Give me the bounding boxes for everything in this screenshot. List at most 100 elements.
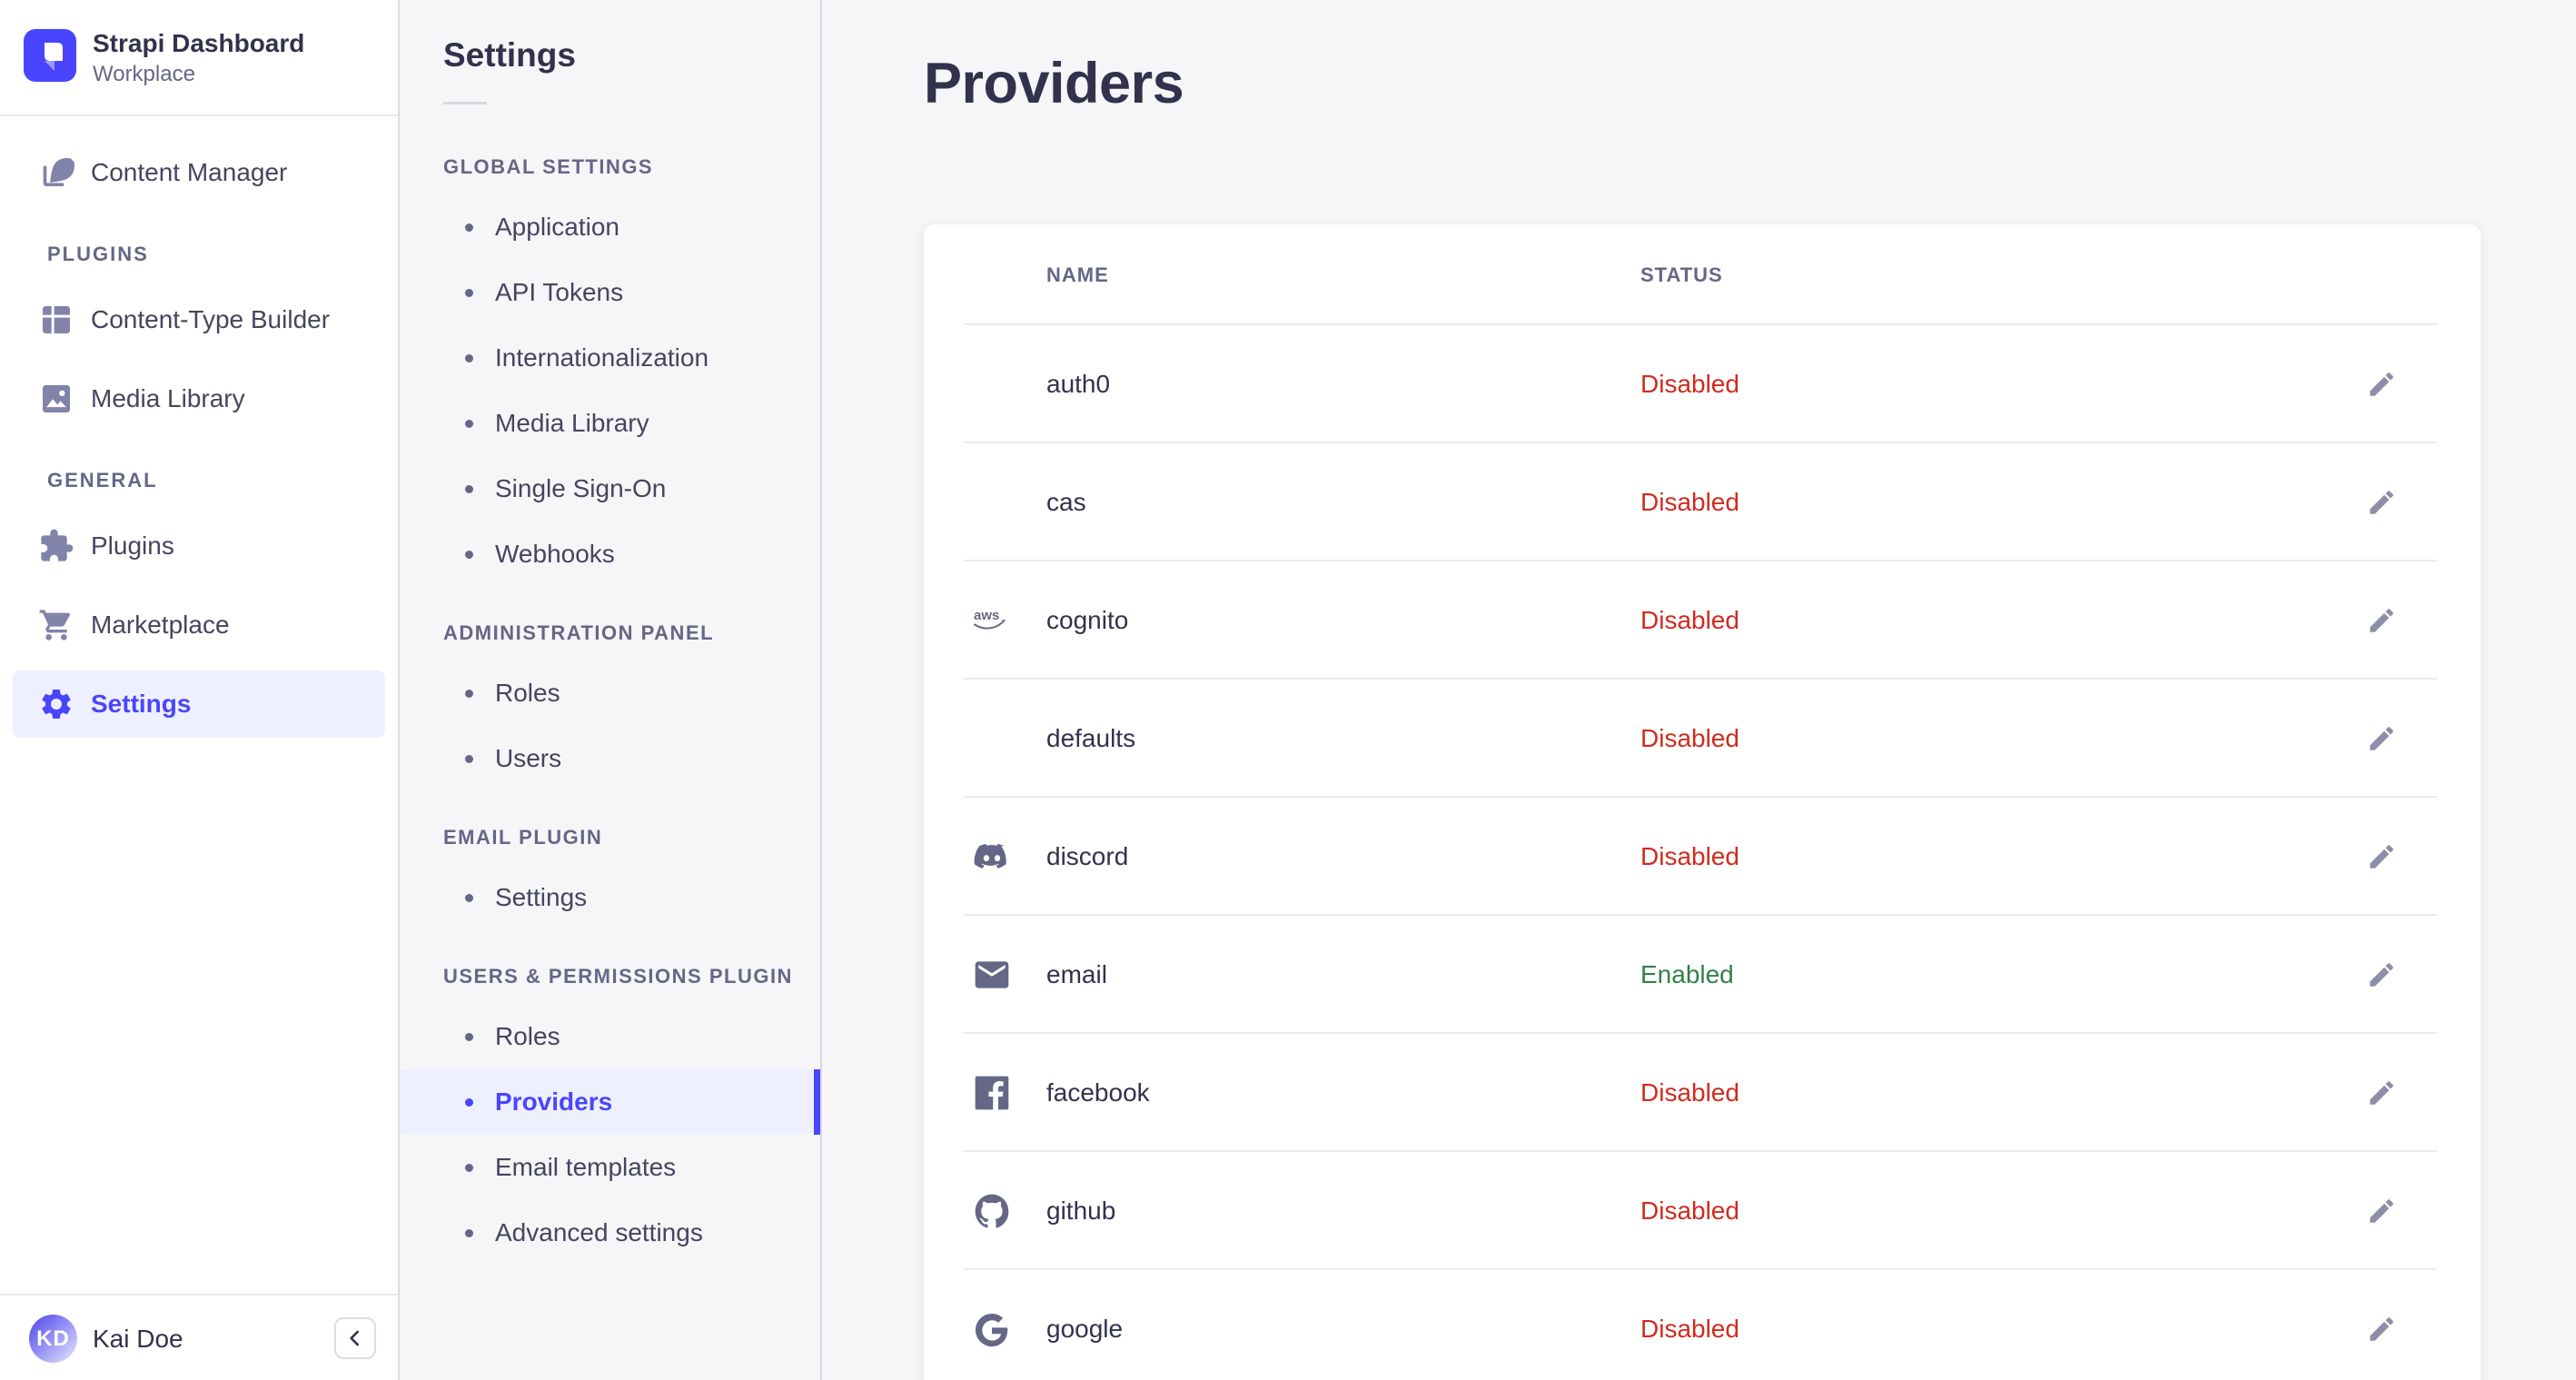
subnav-item-roles[interactable]: Roles [400,1004,820,1069]
main-content: Providers NAME STATUS auth0 Disabled cas… [824,0,2576,1380]
provider-name: facebook [1046,1078,1150,1107]
provider-status: Disabled [1640,1315,1739,1343]
table-row: facebook Disabled [924,1034,2481,1152]
edit-button[interactable] [2356,1186,2407,1236]
avatar[interactable]: KD [29,1315,77,1363]
providers-table-card: NAME STATUS auth0 Disabled cas Disabled … [924,224,2481,1380]
subnav-title-divider [443,102,487,104]
column-header-status: STATUS [1640,263,1723,286]
provider-name: discord [1046,842,1129,870]
subnav-section: EMAIL PLUGIN Settings [400,819,820,930]
subnav-item-settings[interactable]: Settings [400,865,820,930]
pencil-icon [2366,369,2397,400]
provider-name: cognito [1046,606,1129,634]
provider-status: Enabled [1640,960,1734,988]
image-icon [38,381,74,417]
sidebar-item-settings[interactable]: Settings [13,670,385,738]
subnav-section: USERS & PERMISSIONS PLUGIN Roles Provide… [400,958,820,1266]
provider-status: Disabled [1640,488,1739,516]
sidebar-collapse-button[interactable] [334,1317,376,1359]
bullet-icon [465,1228,473,1237]
chevron-left-icon [343,1326,367,1350]
gear-icon [38,686,74,722]
subnav-section-label: GLOBAL SETTINGS [443,155,654,178]
subnav-item-webhooks[interactable]: Webhooks [400,521,820,587]
aws-icon: aws [970,599,1014,642]
provider-status: Disabled [1640,724,1739,752]
provider-status: Disabled [1640,606,1739,634]
edit-button[interactable] [2356,949,2407,1000]
user-bar: KD Kai Doe [0,1294,398,1380]
provider-status: Disabled [1640,370,1739,398]
subnav-item-advanced-settings[interactable]: Advanced settings [400,1200,820,1266]
sidebar-section-label: GENERAL [47,469,158,491]
provider-name: email [1046,960,1107,988]
pencil-icon [2366,487,2397,518]
pencil-icon [2366,959,2397,990]
bullet-icon [465,754,473,763]
no-icon [970,717,1014,760]
subnav-sections: GLOBAL SETTINGS Application API Tokens I… [400,149,820,1266]
sidebar-item-marketplace[interactable]: Marketplace [13,591,385,659]
sidebar-item-media-library[interactable]: Media Library [13,365,385,432]
bullet-icon [465,419,473,428]
edit-button[interactable] [2356,1304,2407,1355]
provider-status: Disabled [1640,842,1739,870]
table-row: github Disabled [924,1152,2481,1270]
provider-name: auth0 [1046,370,1111,398]
provider-name: cas [1046,488,1086,516]
edit-button[interactable] [2356,831,2407,882]
subnav-title: Settings [443,36,576,74]
subnav-item-roles[interactable]: Roles [400,660,820,726]
provider-status: Disabled [1640,1196,1739,1225]
edit-button[interactable] [2356,477,2407,528]
email-icon [970,953,1014,997]
bullet-icon [465,484,473,493]
subnav-item-single-sign-on[interactable]: Single Sign-On [400,456,820,521]
cart-icon [38,607,74,643]
sidebar-item-plugins[interactable]: Plugins [13,512,385,580]
bullet-icon [465,550,473,559]
subnav-item-api-tokens[interactable]: API Tokens [400,260,820,325]
column-header-name: NAME [1046,263,1109,286]
sidebar-item-content-type-builder[interactable]: Content-Type Builder [13,286,385,353]
sidebar-section-label: PLUGINS [47,243,149,265]
table-row: cas Disabled [924,443,2481,561]
bullet-icon [465,1032,473,1041]
pencil-icon [2366,1314,2397,1345]
brand-subtitle: Workplace [93,62,195,86]
github-icon [970,1189,1014,1233]
discord-icon [970,835,1014,879]
sidebar-item-content-manager[interactable]: Content Manager [13,139,385,206]
bullet-icon [465,223,473,232]
settings-subnav: Settings GLOBAL SETTINGS Application API… [400,0,822,1380]
brand-home-link[interactable]: Strapi Dashboard Workplace [0,0,398,116]
bullet-icon [465,353,473,362]
edit-button[interactable] [2356,595,2407,646]
pencil-icon [2366,1077,2397,1108]
pencil-icon [2366,723,2397,754]
pencil-icon [2366,841,2397,872]
pencil-icon [2366,605,2397,636]
edit-button[interactable] [2356,713,2407,764]
provider-name: defaults [1046,724,1136,752]
subnav-item-media-library[interactable]: Media Library [400,391,820,456]
subnav-section-label: EMAIL PLUGIN [443,826,603,849]
subnav-section: ADMINISTRATION PANEL Roles Users [400,615,820,791]
feather-icon [38,154,74,191]
google-icon [970,1307,1014,1351]
edit-button[interactable] [2356,359,2407,410]
strapi-logo-icon [24,29,76,82]
bullet-icon [465,689,473,698]
subnav-item-email-templates[interactable]: Email templates [400,1135,820,1200]
subnav-item-providers[interactable]: Providers [400,1069,820,1135]
subnav-item-users[interactable]: Users [400,726,820,791]
page-title: Providers [924,52,1184,115]
table-row: aws cognito Disabled [924,561,2481,680]
subnav-item-internationalization[interactable]: Internationalization [400,325,820,391]
edit-button[interactable] [2356,1067,2407,1118]
subnav-item-application[interactable]: Application [400,194,820,260]
brand-title: Strapi Dashboard [93,29,305,57]
table-body: auth0 Disabled cas Disabled aws cognito … [924,325,2481,1380]
